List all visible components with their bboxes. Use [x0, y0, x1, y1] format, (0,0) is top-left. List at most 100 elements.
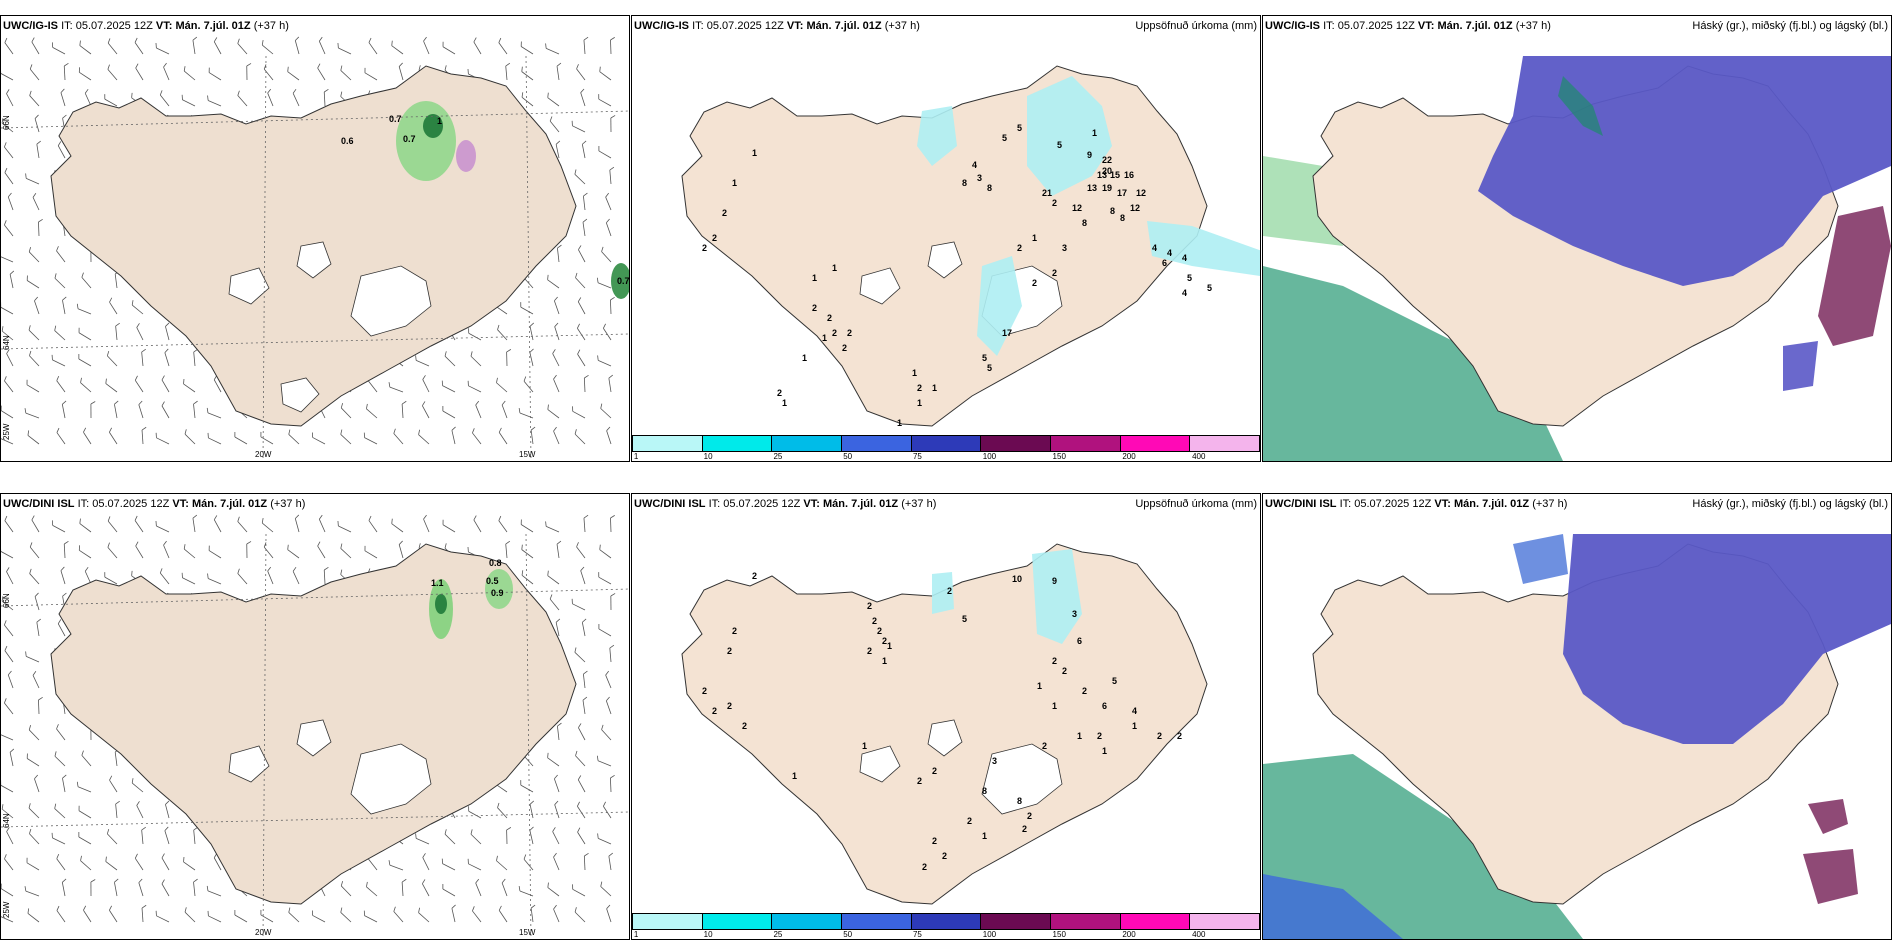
wind-barb-flag	[288, 907, 291, 913]
wind-barb	[54, 330, 66, 341]
wind-barb-flag	[606, 904, 611, 909]
precip-title: Uppsöfnuð úrkoma (mm)	[1135, 20, 1257, 32]
wind-barb-flag	[192, 514, 198, 519]
colorbar-box	[911, 436, 982, 451]
colorbar-box	[1120, 436, 1191, 451]
colorbar-box	[981, 436, 1052, 451]
wind-barb	[498, 432, 508, 445]
wind-barb	[135, 67, 144, 81]
wind-barb-flag	[583, 36, 589, 41]
lat-label-66: 66N	[2, 115, 11, 130]
wind-barb-flag	[56, 724, 59, 730]
wind-barb	[1, 306, 14, 315]
map-value-label: 0.7	[389, 114, 402, 124]
map-value-label: 1	[832, 263, 837, 273]
map-value-label: 1	[752, 148, 757, 158]
wind-barb-flag	[415, 355, 417, 361]
wind-barb-flag	[106, 350, 110, 356]
wind-barb	[468, 332, 482, 341]
wind-barb	[207, 890, 222, 897]
wind-barb	[472, 910, 482, 923]
wind-barb-flag	[577, 323, 580, 329]
wind-barb	[501, 882, 508, 897]
wind-barb-flag	[109, 905, 112, 911]
wind-barb-flag	[56, 905, 60, 911]
wind-barb	[576, 68, 586, 81]
cloud-map	[1263, 534, 1891, 939]
wind-barb	[193, 830, 196, 845]
precip-colorbar: 1 10 25 50 75 100 150 200 400	[632, 913, 1260, 939]
wind-barb	[580, 570, 586, 585]
map-value-label: 15	[1110, 170, 1120, 180]
wind-barb	[577, 779, 586, 793]
wind-barb	[557, 248, 560, 263]
map-value-label: 8	[982, 786, 987, 796]
wind-barb	[598, 98, 612, 107]
wind-barb-flag	[575, 272, 578, 278]
wind-barb	[77, 308, 92, 315]
wind-barb	[553, 378, 560, 393]
wind-barb-flag	[583, 514, 589, 519]
wind-barb	[114, 404, 118, 419]
wind-barb	[1, 438, 14, 445]
wind-barb	[38, 699, 40, 715]
map-value-label: 2	[702, 686, 707, 696]
wind-barb	[549, 120, 560, 133]
wind-barb	[549, 598, 560, 611]
it-label: IT:	[77, 498, 90, 510]
vt-value: Mán. 7.júl. 01Z	[1453, 498, 1530, 510]
lon-label-20: 20W	[255, 928, 272, 937]
wind-barb	[182, 99, 196, 107]
wind-barb	[366, 886, 378, 897]
wind-barb-flag	[263, 542, 267, 548]
wind-barb	[262, 522, 274, 533]
wind-barb	[134, 42, 144, 55]
wind-barb	[609, 777, 612, 793]
wind-barb	[237, 43, 248, 55]
wind-barb	[496, 860, 508, 871]
wind-barb	[574, 652, 586, 663]
wind-barb-flag	[401, 878, 407, 883]
wind-barb-flag	[418, 907, 420, 913]
wind-barb-flag	[324, 88, 329, 93]
wind-barb-flag	[577, 297, 582, 302]
map-value-label: 3	[977, 173, 982, 183]
map-value-label: 8	[962, 178, 967, 188]
wind-barb	[184, 911, 196, 923]
wind-barb-flag	[138, 878, 143, 883]
wind-barb-flag	[610, 593, 616, 597]
wind-barb	[131, 304, 144, 315]
wind-barb-flag	[25, 651, 27, 657]
wind-barb-flag	[472, 906, 475, 912]
map-value-label: 1	[862, 741, 867, 751]
wind-barb-flag	[1, 326, 4, 332]
wind-barb	[600, 408, 612, 419]
wind-barb-flag	[62, 592, 67, 597]
wind-barb	[165, 804, 170, 819]
wind-barb-flag	[80, 855, 82, 861]
wind-barb	[9, 752, 14, 767]
wind-barb	[78, 836, 92, 845]
wind-barb-flag	[7, 670, 12, 676]
wind-barb	[28, 807, 40, 819]
colorbar-tick: 1	[633, 930, 639, 939]
map-value-label: 0.7	[617, 276, 629, 286]
wind-barb-flag	[368, 37, 372, 43]
wind-barb	[529, 326, 534, 341]
wind-barb-flag	[576, 542, 579, 547]
wind-barb	[105, 861, 118, 871]
wind-barb	[193, 404, 196, 419]
wind-barb-flag	[107, 64, 110, 70]
wind-barb-flag	[90, 401, 96, 405]
wind-barb	[577, 806, 586, 819]
vt-label: VT:	[1434, 498, 1451, 510]
wind-barb	[505, 66, 508, 81]
wind-barb-flag	[295, 514, 300, 519]
wind-barb	[366, 408, 378, 419]
wind-barb-flag	[470, 829, 473, 835]
wind-barb	[338, 525, 352, 533]
colorbar-boxes	[632, 435, 1260, 452]
wind-barb-flag	[530, 426, 536, 431]
wind-barb	[583, 518, 586, 533]
wind-barb-flag	[138, 400, 143, 405]
